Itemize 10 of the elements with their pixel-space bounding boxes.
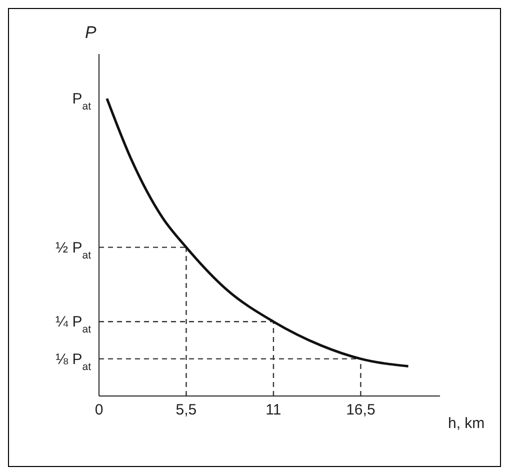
text: P$_{at}$ bbox=[72, 90, 92, 113]
ref-line-label: ⅛ P$_{at}$ bbox=[56, 350, 92, 373]
y-axis-title: P bbox=[85, 23, 97, 42]
ref-line-label: ¼ P$_{at}$ bbox=[56, 314, 92, 336]
ref-line-label: ½ P$_{at}$ bbox=[56, 239, 92, 262]
x-tick-label: 0 bbox=[94, 402, 104, 419]
x-tick-label: 16,5 bbox=[346, 402, 376, 419]
x-tick-label: 11 bbox=[266, 402, 282, 419]
x-tick-label: 5,5 bbox=[176, 402, 197, 419]
x-axis-title: h, km bbox=[448, 415, 485, 432]
